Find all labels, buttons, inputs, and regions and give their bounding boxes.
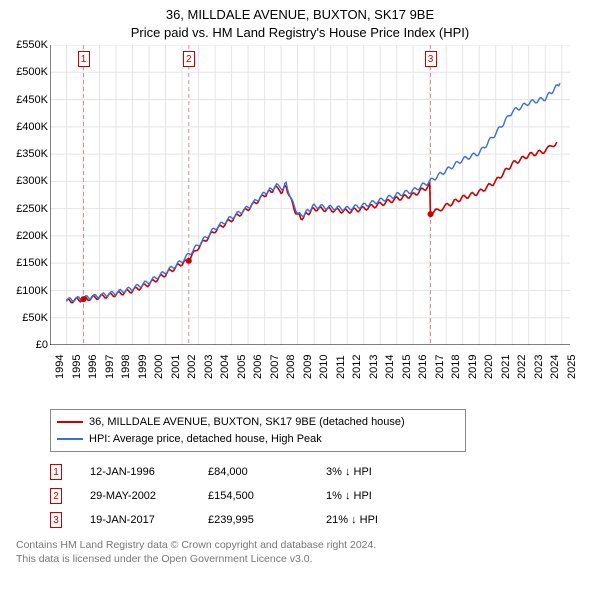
x-tick-label: 1998 (120, 355, 132, 379)
x-tick-label: 2011 (335, 355, 347, 379)
x-tick-label: 2005 (236, 355, 248, 379)
legend-swatch (57, 421, 83, 423)
chart-area: £0£50K£100K£150K£200K£250K£300K£350K£400… (20, 45, 580, 365)
transaction-price: £84,000 (208, 466, 308, 478)
footer-attribution: Contains HM Land Registry data © Crown c… (16, 538, 600, 566)
x-tick-label: 2020 (483, 355, 495, 379)
x-tick-label: 2012 (351, 355, 363, 379)
x-tick-label: 2007 (269, 355, 281, 379)
legend-label: HPI: Average price, detached house, High… (89, 431, 322, 448)
x-tick-label: 2022 (516, 355, 528, 379)
x-tick-label: 2004 (219, 355, 231, 379)
x-tick-label: 2016 (417, 355, 429, 379)
y-tick-label: £0 (36, 339, 48, 351)
y-tick-label: £550K (16, 39, 48, 51)
transaction-marker-3: 3 (50, 512, 62, 528)
y-tick-label: £250K (16, 203, 48, 215)
x-tick-label: 2024 (549, 355, 561, 379)
x-tick-label: 2015 (401, 355, 413, 379)
transaction-row: 1 12-JAN-1996 £84,000 3% ↓ HPI (50, 460, 600, 484)
x-tick-label: 1997 (104, 355, 116, 379)
transaction-price: £154,500 (208, 490, 308, 502)
x-tick-label: 2006 (252, 355, 264, 379)
chart-marker-2: 2 (183, 51, 195, 67)
x-tick-label: 2003 (203, 355, 215, 379)
transaction-delta: 1% ↓ HPI (326, 490, 446, 502)
chart-title-address: 36, MILLDALE AVENUE, BUXTON, SK17 9BE (0, 6, 600, 24)
x-tick-label: 2019 (467, 355, 479, 379)
y-tick-label: £50K (22, 312, 48, 324)
y-tick-label: £400K (16, 121, 48, 133)
chart-titles: 36, MILLDALE AVENUE, BUXTON, SK17 9BE Pr… (0, 0, 600, 41)
transaction-date: 12-JAN-1996 (90, 466, 190, 478)
transaction-date: 19-JAN-2017 (90, 514, 190, 526)
transaction-price: £239,995 (208, 514, 308, 526)
x-tick-label: 2017 (434, 355, 446, 379)
x-tick-label: 2014 (384, 355, 396, 379)
footer-line2: This data is licensed under the Open Gov… (16, 552, 600, 566)
y-tick-label: £300K (16, 175, 48, 187)
chart-marker-1: 1 (78, 51, 90, 67)
x-tick-label: 2025 (566, 355, 578, 379)
chart-marker-3: 3 (425, 51, 437, 67)
y-tick-label: £100K (16, 285, 48, 297)
x-tick-label: 2018 (450, 355, 462, 379)
legend-item: 36, MILLDALE AVENUE, BUXTON, SK17 9BE (d… (57, 414, 459, 431)
x-tick-label: 1996 (87, 355, 99, 379)
x-tick-label: 1994 (54, 355, 66, 379)
x-tick-label: 1995 (71, 355, 83, 379)
x-tick-label: 2009 (302, 355, 314, 379)
footer-line1: Contains HM Land Registry data © Crown c… (16, 538, 600, 552)
legend-swatch (57, 438, 83, 440)
x-tick-label: 2001 (170, 355, 182, 379)
transaction-delta: 21% ↓ HPI (326, 514, 446, 526)
y-tick-label: £200K (16, 230, 48, 242)
x-tick-label: 2023 (533, 355, 545, 379)
x-tick-label: 2013 (368, 355, 380, 379)
x-tick-label: 2010 (318, 355, 330, 379)
legend-item: HPI: Average price, detached house, High… (57, 431, 459, 448)
transaction-marker-1: 1 (50, 464, 62, 480)
transaction-delta: 3% ↓ HPI (326, 466, 446, 478)
marker-boxes: 1 2 3 (50, 45, 570, 345)
price-chart-page: 36, MILLDALE AVENUE, BUXTON, SK17 9BE Pr… (0, 0, 600, 590)
legend-label: 36, MILLDALE AVENUE, BUXTON, SK17 9BE (d… (89, 414, 405, 431)
x-tick-label: 2002 (186, 355, 198, 379)
x-tick-label: 1999 (137, 355, 149, 379)
transaction-row: 3 19-JAN-2017 £239,995 21% ↓ HPI (50, 508, 600, 532)
x-tick-label: 2021 (500, 355, 512, 379)
chart-legend: 36, MILLDALE AVENUE, BUXTON, SK17 9BE (d… (50, 409, 466, 452)
x-tick-label: 2000 (153, 355, 165, 379)
transactions-table: 1 12-JAN-1996 £84,000 3% ↓ HPI 2 29-MAY-2002 £… (50, 460, 600, 532)
y-tick-label: £350K (16, 148, 48, 160)
x-tick-label: 2008 (285, 355, 297, 379)
transaction-marker-2: 2 (50, 488, 62, 504)
transaction-date: 29-MAY-2002 (90, 490, 190, 502)
transaction-row: 2 29-MAY-2002 £154,500 1% ↓ HPI (50, 484, 600, 508)
chart-title-subtitle: Price paid vs. HM Land Registry's House … (0, 24, 600, 42)
y-tick-label: £450K (16, 94, 48, 106)
y-tick-label: £150K (16, 257, 48, 269)
y-tick-label: £500K (16, 66, 48, 78)
